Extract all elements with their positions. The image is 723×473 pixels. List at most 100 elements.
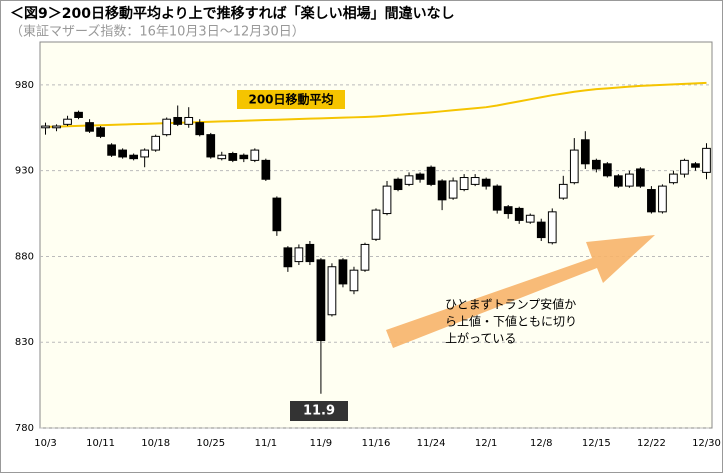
candle — [327, 263, 337, 317]
candle-body — [426, 166, 436, 185]
candle — [283, 246, 293, 272]
candle-body — [382, 185, 392, 215]
candle — [239, 153, 249, 163]
candle — [680, 158, 689, 178]
candle-body — [702, 147, 711, 173]
candle — [371, 208, 381, 242]
x-tick-label: 10/3 — [34, 438, 56, 449]
candle — [614, 174, 623, 188]
candle — [228, 151, 238, 163]
candle-body — [448, 180, 458, 199]
candle-body — [481, 178, 491, 187]
candle — [437, 179, 447, 211]
candle-body — [614, 175, 623, 187]
chart-title: ＜図9＞200日移動平均より上で推移すれば「楽しい相場」間違いなし — [10, 5, 455, 22]
candle-body — [349, 269, 359, 292]
candle-body — [118, 149, 127, 158]
candle-body — [228, 153, 238, 161]
candle-body — [85, 122, 94, 132]
candle — [636, 167, 645, 188]
candle-body — [250, 149, 260, 161]
candle-body — [371, 209, 381, 240]
x-tick-label: 10/25 — [196, 438, 225, 449]
candle — [448, 177, 458, 200]
candle — [580, 131, 590, 169]
candle-body — [647, 189, 656, 213]
candle-body — [129, 154, 138, 160]
candle-body — [558, 183, 568, 199]
candle — [558, 175, 568, 200]
candle — [195, 119, 205, 137]
candle-body — [316, 259, 326, 342]
candle — [316, 258, 326, 394]
candle — [184, 107, 194, 128]
x-tick-label: 12/22 — [637, 438, 666, 449]
candle-body — [184, 116, 194, 125]
candle — [338, 258, 348, 288]
candle-body — [294, 247, 304, 263]
y-tick-label: 930 — [15, 166, 34, 177]
x-tick-label: 12/15 — [582, 438, 611, 449]
candle — [129, 153, 138, 161]
candle — [294, 244, 304, 266]
candle-body — [162, 118, 172, 136]
candle-body — [459, 177, 469, 191]
candle-body — [437, 180, 447, 201]
x-tick-label: 11/9 — [310, 438, 332, 449]
candle — [360, 242, 370, 272]
candle — [74, 110, 83, 120]
candle — [118, 148, 127, 159]
candle — [107, 143, 116, 157]
x-tick-label: 11/16 — [362, 438, 391, 449]
candle — [525, 213, 535, 224]
arrow-note: ひとまずトランプ安値か — [445, 297, 576, 312]
candle — [305, 241, 315, 266]
x-tick-label: 12/8 — [530, 438, 552, 449]
ma-label-box — [237, 90, 345, 109]
candle-body — [591, 159, 601, 170]
candle — [602, 162, 612, 178]
y-tick-label: 830 — [15, 337, 34, 348]
candle — [63, 115, 72, 127]
x-tick-label: 11/24 — [417, 438, 446, 449]
candle — [415, 172, 425, 183]
candle-body — [691, 163, 700, 168]
x-tick-label: 12/30 — [692, 438, 721, 449]
low-label-box — [290, 401, 348, 421]
candle-body — [636, 168, 645, 187]
candle — [591, 158, 601, 173]
candle — [52, 124, 61, 132]
candle-body — [107, 144, 116, 156]
candle-body — [305, 243, 315, 263]
candle-body — [206, 134, 216, 158]
candle — [272, 196, 282, 236]
y-tick-label: 880 — [15, 251, 34, 262]
candle-body — [338, 259, 348, 285]
candle — [470, 174, 480, 187]
candle — [349, 266, 359, 295]
y-tick-label: 980 — [15, 80, 34, 91]
candle — [536, 218, 546, 242]
candle — [173, 105, 183, 127]
candle — [151, 134, 161, 152]
arrow-note: ら上値・下値ともに切り — [445, 314, 577, 329]
candle-body — [151, 135, 161, 151]
candle-body — [360, 243, 370, 271]
candle — [41, 122, 50, 135]
candle — [569, 138, 579, 185]
candle-body — [283, 247, 293, 268]
candle-body — [52, 125, 61, 129]
candle-body — [525, 214, 535, 223]
candle-body — [74, 111, 83, 118]
candle-body — [492, 185, 502, 211]
ma-label: 200日移動平均 — [248, 92, 333, 107]
candle-body — [272, 197, 282, 232]
candle-body — [195, 122, 205, 136]
arrow-note: 上がっている — [445, 331, 516, 346]
candle — [514, 206, 524, 224]
x-tick-label: 12/1 — [475, 438, 497, 449]
candle — [382, 180, 392, 216]
candle — [625, 170, 634, 188]
candle-body — [602, 163, 612, 177]
